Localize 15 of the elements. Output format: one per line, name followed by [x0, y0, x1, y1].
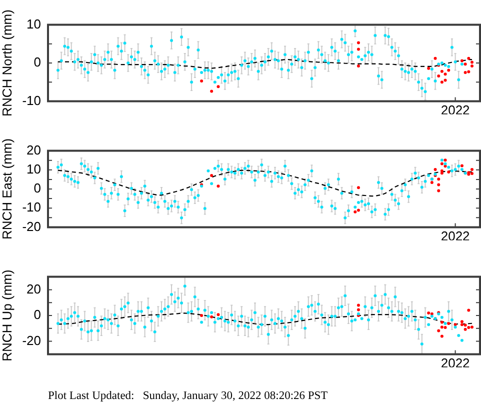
y-tick-label: -20: [22, 218, 41, 234]
y-tick-label: 0: [34, 307, 41, 322]
y-axis-title: RNCH East (mm): [0, 138, 14, 240]
text: Plot Last Updated: Sunday, January 30, 2022 08:20:26 PST: [48, 390, 328, 403]
y-tick-label: 0: [34, 180, 41, 196]
y-tick-label: 20: [26, 281, 41, 296]
y-axis-title: RNCH Up (mm): [0, 270, 14, 362]
y-tick-label: -10: [22, 200, 41, 215]
y-tick-label: -10: [22, 92, 41, 108]
y-axis-title: RNCH North (mm): [0, 10, 14, 116]
y-tick-label: 10: [26, 16, 41, 32]
y-tick-label: -20: [22, 332, 41, 348]
y-tick-label: 10: [26, 161, 41, 176]
y-tick-label: 20: [26, 142, 41, 158]
y-tick-label: 0: [34, 54, 41, 70]
